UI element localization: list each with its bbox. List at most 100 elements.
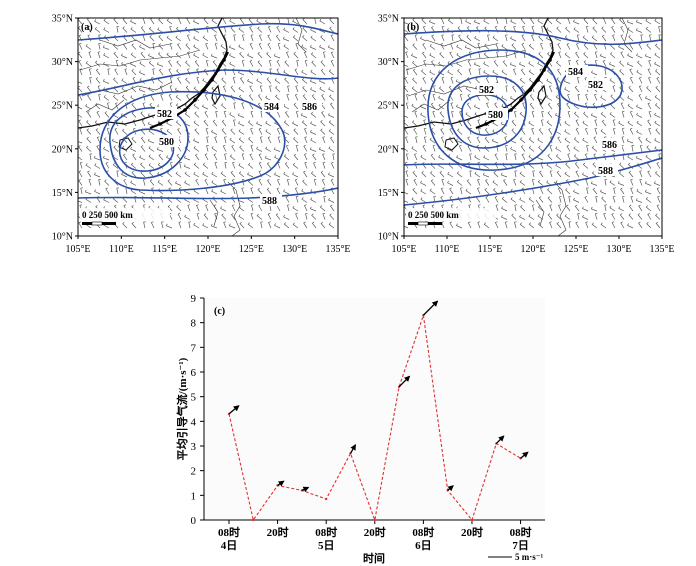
wind-barb (296, 59, 300, 67)
wind-barb (120, 113, 128, 118)
wind-barb (456, 138, 463, 144)
wind-barb (620, 51, 625, 59)
wind-barb (456, 155, 463, 161)
wind-barb (94, 60, 101, 67)
wind-barb (456, 52, 463, 59)
wind-barb (131, 68, 137, 76)
wind-barb (549, 144, 553, 152)
wind-barb (594, 93, 598, 101)
wind-barb (546, 120, 553, 127)
wind-barb (238, 214, 245, 220)
wind-barb (422, 76, 427, 84)
wind-barb (302, 26, 308, 33)
wind-barb (93, 155, 101, 161)
wind-barb (529, 94, 535, 101)
wind-barb (576, 42, 580, 50)
wind-barb (87, 111, 92, 118)
wind-barb (267, 136, 272, 144)
wind-barb (161, 221, 164, 229)
wind-barb (601, 196, 607, 203)
wind-barb (492, 35, 499, 42)
wind-barb (449, 51, 454, 59)
wind-barb (214, 42, 218, 50)
wind-barb (187, 51, 191, 59)
philippines-a (209, 18, 307, 236)
wind-barb (311, 94, 317, 101)
wind-barb (582, 35, 589, 42)
wind-barb (638, 221, 643, 229)
wind-barb (649, 34, 652, 42)
wind-barb (177, 212, 182, 220)
wind-barb (422, 42, 427, 50)
wind-barb (645, 95, 652, 101)
wind-barb (294, 178, 299, 186)
wind-barb (274, 172, 281, 178)
wind-barb (285, 195, 290, 203)
wind-barb (594, 127, 598, 135)
wind-barb (604, 178, 608, 186)
wind-barb (636, 104, 643, 110)
wind-barb (439, 51, 445, 59)
wind-barb (620, 221, 625, 229)
wind-barb (294, 68, 299, 76)
wind-barb (211, 18, 218, 25)
wind-barb (467, 119, 472, 127)
wind-barb (521, 128, 526, 135)
wind-barb (140, 111, 146, 118)
wind-barb (514, 221, 517, 229)
wind-barb (528, 77, 535, 84)
lon-tick-label: 135°E (649, 244, 674, 255)
wind-barb (265, 146, 272, 152)
wind-barb (646, 86, 652, 93)
wind-barb (322, 136, 326, 144)
wind-barb (556, 26, 562, 33)
wind-barb (169, 76, 173, 84)
wind-barb (264, 155, 272, 161)
map-b-background (404, 18, 662, 236)
wind-barb (175, 52, 182, 59)
wind-barb (328, 197, 335, 203)
wind-barb (646, 145, 652, 152)
wind-barb (310, 27, 317, 33)
wind-barb (414, 93, 418, 101)
wind-barb (430, 153, 436, 161)
wind-barb (618, 44, 625, 50)
wind-barb (277, 42, 281, 50)
wind-barb (465, 112, 472, 118)
wind-barb (411, 86, 418, 93)
wind-barb (140, 26, 146, 33)
wind-barb (121, 53, 128, 59)
wind-barb (238, 70, 245, 76)
wind-barb (537, 18, 544, 25)
wind-barb (202, 162, 209, 169)
wind-barb (86, 120, 92, 127)
wind-barb (275, 94, 281, 101)
wind-barb (441, 34, 445, 42)
wind-barb (247, 120, 254, 127)
y-tick-label: 9 (191, 293, 197, 305)
wind-barb (160, 93, 164, 101)
wind-barb (555, 163, 562, 169)
wind-barb (123, 153, 128, 161)
wind-barb (483, 18, 490, 25)
wind-barb (505, 85, 509, 93)
wind-barb (309, 147, 317, 152)
wind-barb (458, 144, 463, 152)
wind-barb (609, 112, 616, 118)
wind-barb (122, 136, 128, 144)
wind-barb (501, 206, 508, 212)
wind-barb (635, 198, 643, 203)
wind-barb (204, 110, 209, 118)
wind-barb (635, 28, 643, 33)
wind-barb (582, 214, 589, 220)
wind-barb (574, 162, 580, 169)
wind-barb (223, 221, 227, 229)
wind-barb (431, 26, 436, 33)
wind-barb (458, 34, 463, 42)
wind-barb (114, 119, 119, 127)
wind-barb (301, 44, 308, 50)
wind-barb (320, 120, 326, 127)
wind-barb (78, 221, 83, 229)
wind-barb (465, 86, 472, 93)
wind-barb (169, 85, 173, 93)
